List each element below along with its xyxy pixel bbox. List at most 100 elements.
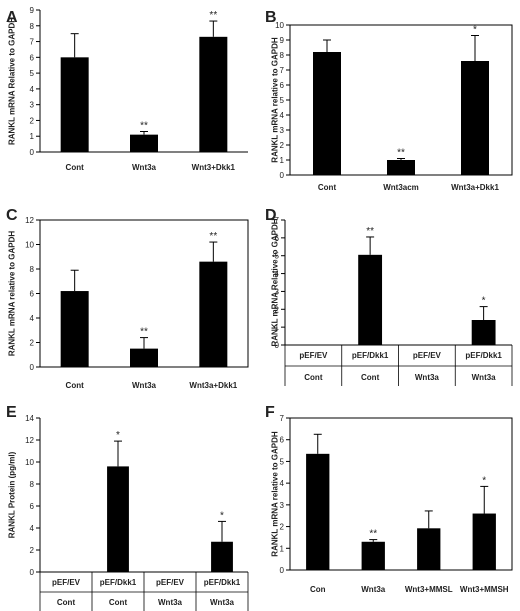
y-tick-label: 1 <box>275 323 280 332</box>
category-label: Wnt3a <box>132 163 157 172</box>
significance-mark: ** <box>209 231 217 242</box>
y-tick-label: 4 <box>30 314 35 323</box>
group-label: Wnt3a <box>210 598 235 607</box>
significance-mark: * <box>220 510 224 521</box>
panel-c: C 0 2 4 6 8 10 12 RANKL mRNA relative to GAPDH Co… <box>6 207 249 390</box>
y-tick-label: 12 <box>25 216 34 225</box>
significance-mark: * <box>482 475 486 486</box>
y-axis-label: RANKL mRNA relative to GAPDH <box>271 37 280 163</box>
group-label: Cont <box>109 598 128 607</box>
category-label: pEF/EV <box>52 578 81 587</box>
category-label: pEF/Dkk1 <box>352 351 389 360</box>
y-tick-label: 3 <box>280 501 285 510</box>
y-tick-label: 0 <box>280 171 285 180</box>
bar <box>211 541 233 572</box>
significance-mark: ** <box>209 10 217 21</box>
category-label: Wnt3a+Dkk1 <box>189 381 237 390</box>
category-label: pEF/Dkk1 <box>204 578 241 587</box>
panel-letter: C <box>6 207 18 224</box>
y-tick-label: 4 <box>30 85 35 94</box>
y-tick-label: 5 <box>30 69 35 78</box>
category-label: pEF/EV <box>413 351 442 360</box>
bar <box>130 348 158 367</box>
panel-letter: D <box>265 207 277 224</box>
y-tick-label: 6 <box>30 502 35 511</box>
bar <box>60 57 89 153</box>
bar <box>358 254 383 345</box>
y-tick-label: 6 <box>30 53 35 62</box>
y-tick-label: 6 <box>275 234 280 243</box>
bar <box>199 36 228 153</box>
significance-mark: * <box>473 25 477 36</box>
panel-letter: A <box>6 9 18 26</box>
y-tick-label: 2 <box>275 305 280 314</box>
y-tick-label: 10 <box>25 241 34 250</box>
significance-mark: ** <box>366 226 374 237</box>
y-axis-label: RANKL mRNA relative to GAPDH <box>8 231 17 357</box>
y-tick-label: 5 <box>275 252 280 261</box>
category-label: Con <box>310 585 326 594</box>
category-label: Wnt3a <box>132 381 157 390</box>
panel-letter: B <box>265 9 277 26</box>
y-tick-label: 0 <box>30 568 35 577</box>
y-tick-label: 7 <box>280 414 285 423</box>
significance-mark: ** <box>369 529 377 540</box>
y-axis-label: RANKL Protein (pg/ml) <box>8 451 17 538</box>
bar <box>461 61 489 175</box>
bar <box>472 513 496 570</box>
y-axis-label: RANKL mRNA Relative to GAPDH <box>271 218 280 346</box>
bar <box>387 160 415 175</box>
y-tick-label: 7 <box>30 38 35 47</box>
y-tick-label: 8 <box>280 51 285 60</box>
significance-mark: * <box>116 430 120 441</box>
y-tick-label: 2 <box>30 116 35 125</box>
group-label: Wnt3a <box>158 598 183 607</box>
plot-frame <box>289 417 513 571</box>
y-tick-label: 4 <box>280 479 285 488</box>
panel-b: B 0 1 2 3 4 5 6 7 8 9 10 RANKL mRNA relative to GAPD… <box>265 9 513 192</box>
panel-a: A 0 1 2 3 4 5 6 7 8 9 RANKL mRNA Relative to GAPDH C… <box>6 6 248 172</box>
significance-mark: * <box>482 296 486 307</box>
bar <box>199 261 228 367</box>
category-label: pEF/Dkk1 <box>465 351 502 360</box>
y-tick-label: 14 <box>25 414 34 423</box>
panel-letter: F <box>265 404 275 421</box>
group-label: Wnt3a <box>415 373 440 382</box>
bar <box>361 541 385 570</box>
y-tick-label: 8 <box>30 265 35 274</box>
y-tick-label: 5 <box>280 96 285 105</box>
category-label: pEF/EV <box>156 578 185 587</box>
group-label: Wnt3a <box>472 373 497 382</box>
y-tick-label: 7 <box>275 216 280 225</box>
y-tick-label: 2 <box>30 339 35 348</box>
y-tick-label: 4 <box>280 111 285 120</box>
category-label: Cont <box>66 163 85 172</box>
y-tick-label: 1 <box>280 544 285 553</box>
y-axis-label: RANKL mRNA Relative to GAPDH <box>8 17 17 145</box>
y-tick-label: 1 <box>280 156 285 165</box>
bar <box>60 291 89 367</box>
y-tick-label: 1 <box>30 132 35 141</box>
y-tick-label: 0 <box>30 363 35 372</box>
category-label: Wnt3a+Dkk1 <box>451 183 499 192</box>
significance-mark: ** <box>397 148 405 159</box>
y-tick-label: 0 <box>280 566 285 575</box>
group-label: Cont <box>304 373 323 382</box>
y-tick-label: 8 <box>30 480 35 489</box>
bar <box>130 134 158 152</box>
bar <box>471 320 496 345</box>
group-label: Cont <box>57 598 76 607</box>
y-tick-label: 5 <box>280 457 285 466</box>
panel-letter: E <box>6 404 17 421</box>
y-tick-label: 4 <box>30 524 35 533</box>
y-tick-label: 6 <box>280 81 285 90</box>
bar <box>313 52 341 175</box>
y-tick-label: 0 <box>30 148 35 157</box>
y-tick-label: 2 <box>280 523 285 532</box>
category-label: Wnt3a <box>361 585 386 594</box>
category-label: Wnt3+MMSL <box>405 585 453 594</box>
y-tick-label: 9 <box>30 6 35 15</box>
